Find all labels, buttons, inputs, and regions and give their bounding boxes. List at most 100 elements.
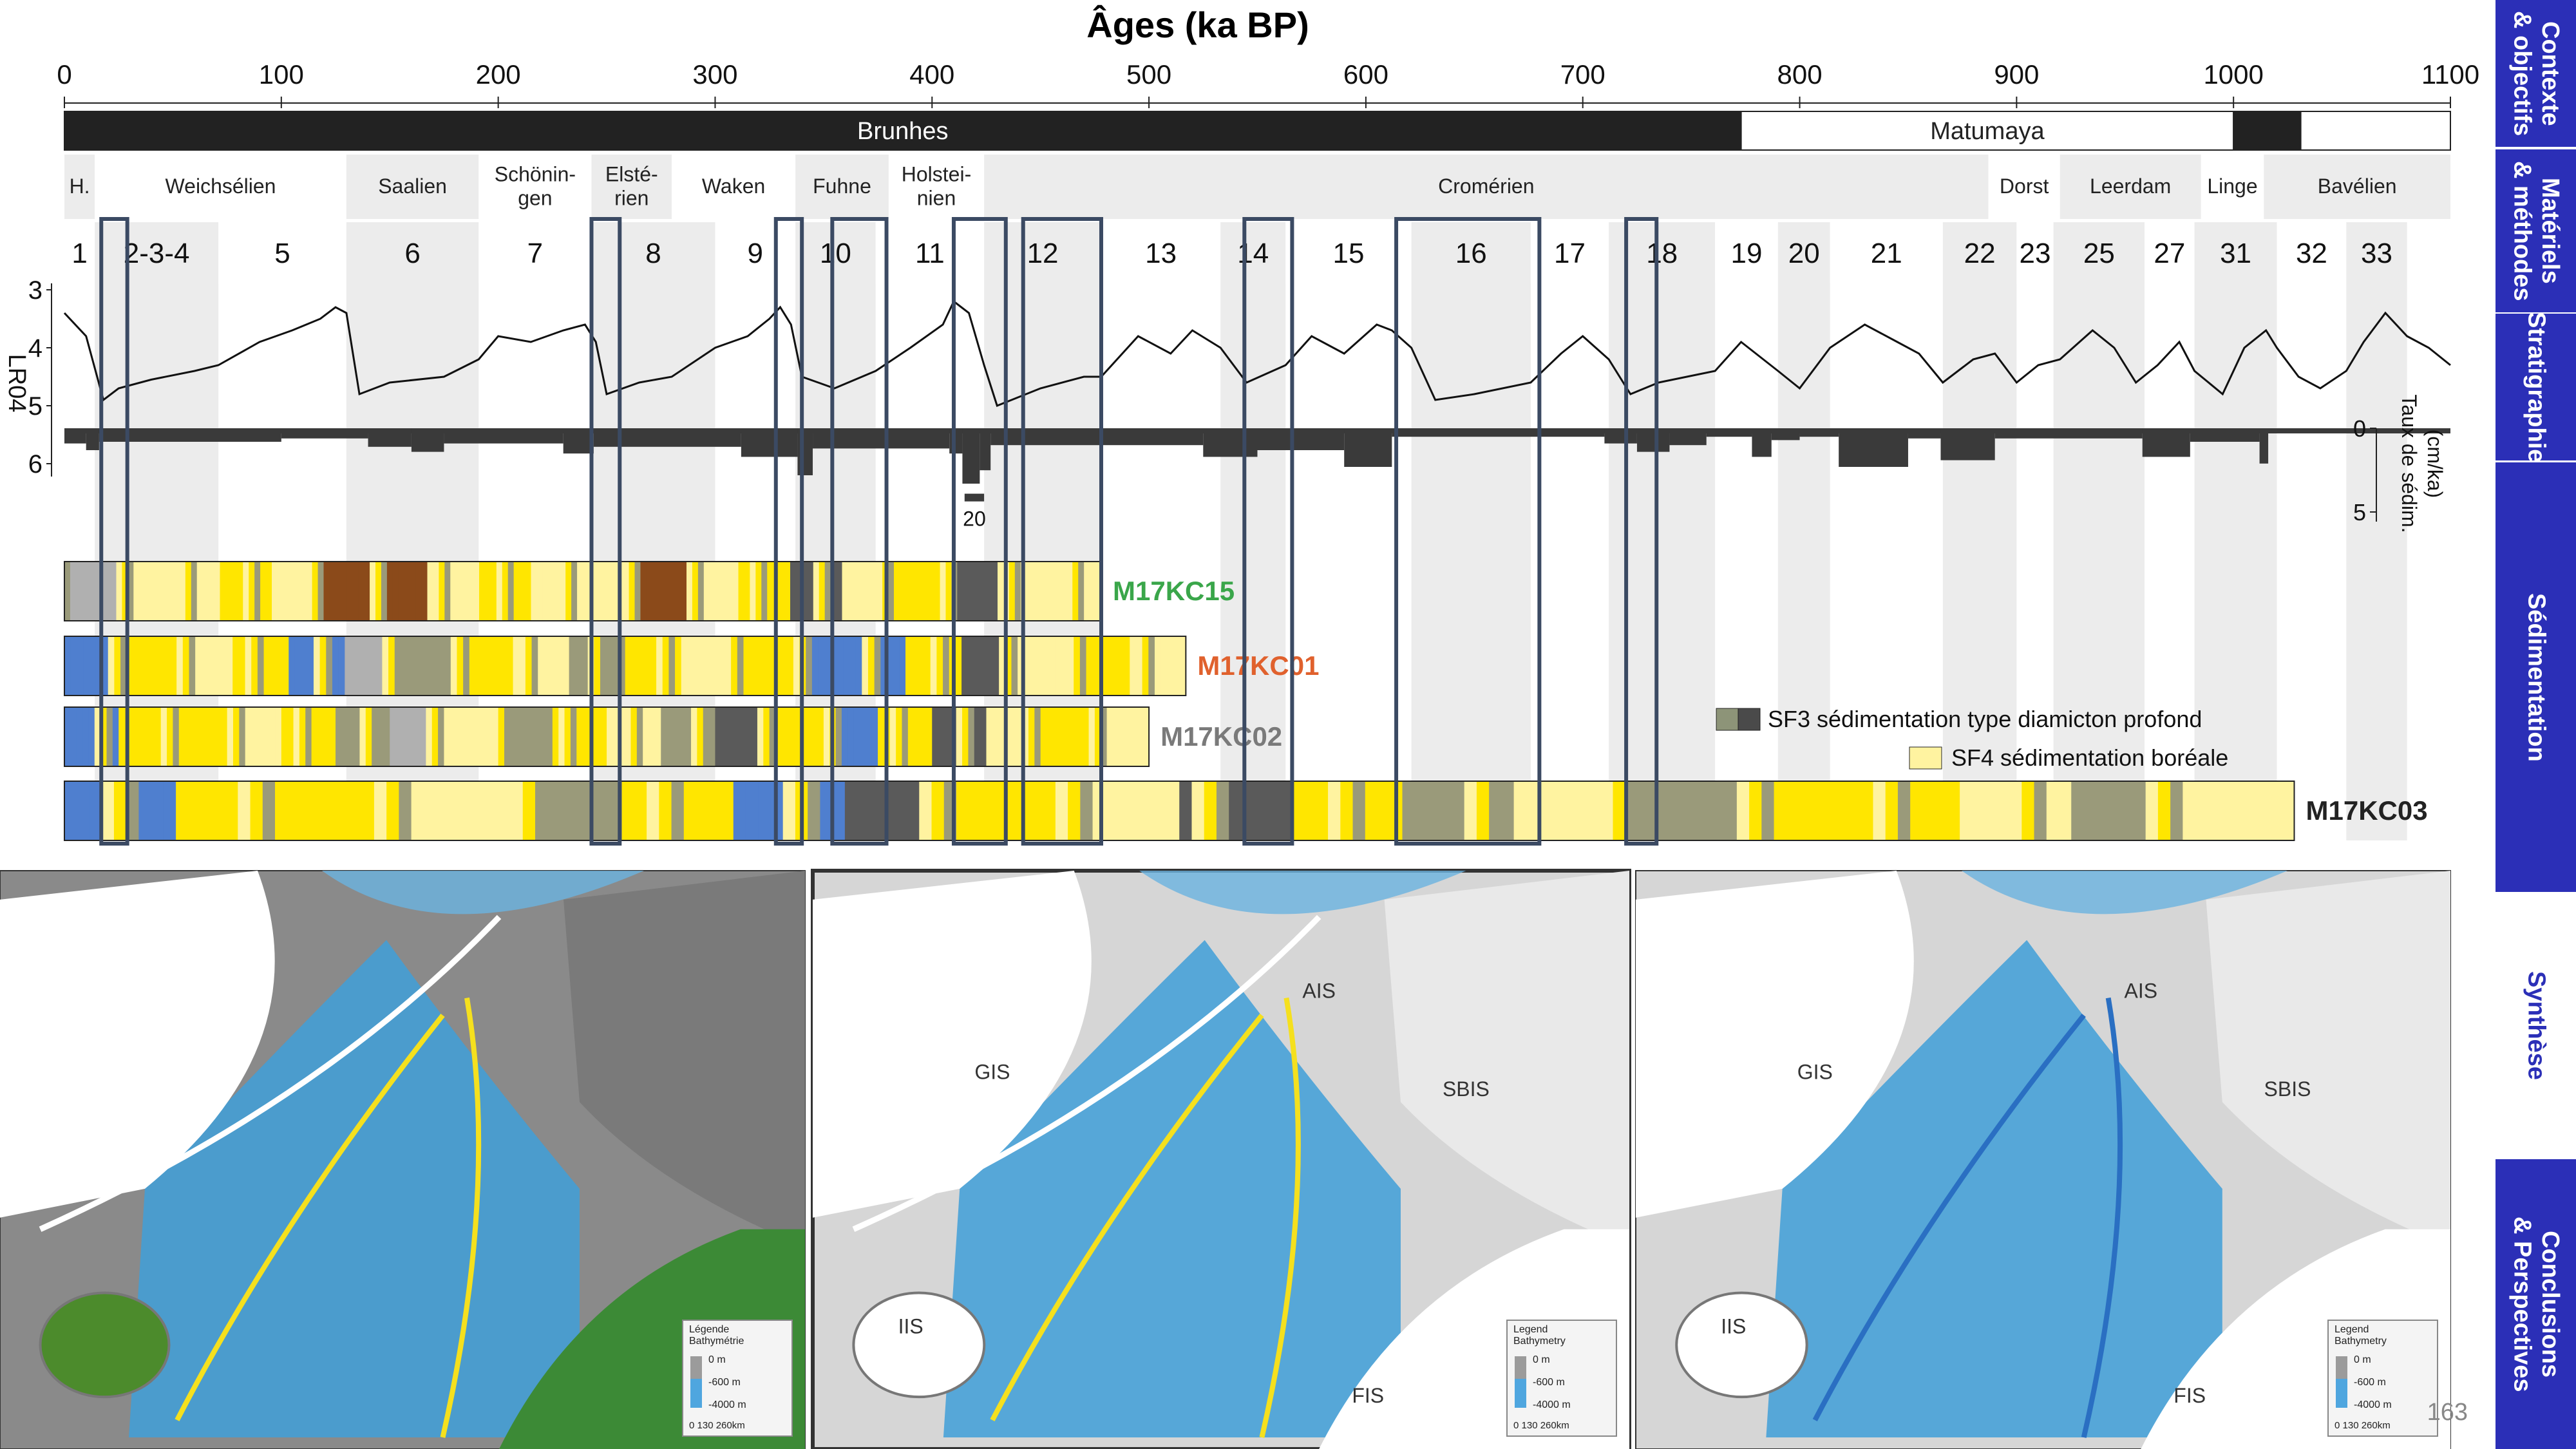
sed-rate-bar	[1771, 428, 1800, 440]
nav-section-4[interactable]: Synthèse	[2496, 892, 2576, 1159]
sed-rate-bar	[813, 428, 950, 449]
core-layer	[266, 562, 272, 621]
core-layer	[618, 707, 625, 766]
core-layer	[126, 636, 134, 696]
chron-band	[64, 111, 1742, 151]
nav-section-0[interactable]: Contexte & objectifs	[2496, 0, 2576, 147]
mis-band	[218, 222, 346, 283]
core-layer	[176, 636, 184, 696]
core-layer	[263, 636, 270, 696]
core-layer	[1439, 781, 1453, 840]
nav-section-5[interactable]: Conclusions & Perspectives	[2496, 1159, 2576, 1449]
core-layer	[1160, 636, 1168, 696]
core-layer	[685, 707, 692, 766]
core-layer	[357, 636, 364, 696]
core-layer	[326, 636, 333, 696]
core-layer	[77, 636, 84, 696]
core-layer	[336, 707, 342, 766]
sed-rate-bar	[444, 428, 564, 444]
core-layer	[1032, 562, 1039, 621]
core-layer	[289, 636, 296, 696]
core-layer	[460, 781, 474, 840]
core-layer	[1028, 707, 1035, 766]
core-layer	[745, 781, 759, 840]
core-layer	[876, 562, 883, 621]
core-layer	[750, 636, 757, 696]
core-layer	[83, 636, 90, 696]
core-layer	[151, 781, 164, 840]
sed-rate-bar	[1604, 428, 1637, 444]
core-layer	[612, 707, 620, 766]
core-layer	[506, 636, 514, 696]
nav-section-1[interactable]: Matériels & méthodes	[2496, 149, 2576, 312]
core-layer	[301, 636, 308, 696]
core-layer	[1070, 707, 1077, 766]
legend-swatch-sf3b	[1738, 708, 1761, 731]
core-layer	[594, 636, 601, 696]
core-layer	[1095, 562, 1102, 621]
core-layer	[299, 781, 313, 840]
mis-shade-band	[2053, 283, 2145, 840]
core-layer	[1724, 781, 1738, 840]
core-layer	[270, 636, 277, 696]
core-layer	[64, 636, 71, 696]
map-arctic-ocean	[1139, 871, 1466, 914]
core-layer	[375, 636, 383, 696]
mis-band	[2053, 222, 2145, 283]
map-legend-title: Legend Bathymetry	[2334, 1324, 2387, 1347]
map-greenland-ice	[813, 871, 1092, 1218]
core-layer	[64, 781, 77, 840]
map-arctic-ocean	[322, 871, 644, 914]
core-layer	[1076, 707, 1083, 766]
core-layer	[370, 562, 376, 621]
core-layer	[699, 636, 707, 696]
nav-section-3[interactable]: Sédimentation	[2496, 462, 2576, 892]
core-layer	[558, 707, 565, 766]
core-layer	[920, 707, 927, 766]
core-layer	[905, 636, 913, 696]
mis-band	[1530, 222, 1609, 283]
core-layer	[200, 781, 214, 840]
core-layer	[118, 707, 126, 766]
core-layer	[426, 636, 433, 696]
core-layer	[525, 562, 532, 621]
core-layer	[1011, 636, 1018, 696]
core-layer	[361, 781, 375, 840]
mis-label: 21	[1871, 238, 1902, 269]
highlight-window	[830, 217, 889, 846]
core-layer	[732, 562, 739, 621]
core-layer	[213, 781, 226, 840]
core-layer	[1749, 781, 1762, 840]
core-layer	[1402, 781, 1416, 840]
core-layer	[1072, 562, 1079, 621]
sed-rate-bar	[1994, 428, 2143, 439]
core-layer	[1123, 636, 1130, 696]
stage-band	[888, 155, 985, 219]
nav-section-2[interactable]: Stratigraphie	[2496, 312, 2576, 462]
core-layer	[1137, 707, 1144, 766]
core-layer	[659, 781, 672, 840]
lr04-axis-label: LR04	[3, 354, 30, 413]
lr04-tick-label: 6	[28, 450, 43, 478]
core-layer	[179, 562, 186, 621]
core-layer	[2096, 781, 2109, 840]
core-layer	[607, 707, 614, 766]
core-layer	[238, 636, 246, 696]
core-layer	[550, 636, 557, 696]
core-layer	[871, 707, 878, 766]
core-layer	[444, 562, 451, 621]
core-layer	[324, 781, 337, 840]
sed-rate-bar	[1940, 428, 1995, 460]
core-layer	[880, 636, 887, 696]
map-legend-item: 0 m	[708, 1354, 726, 1365]
core-layer	[1092, 636, 1099, 696]
stage-band	[2264, 155, 2450, 219]
core-layer	[980, 562, 987, 621]
core-layer	[1315, 781, 1329, 840]
core-layer	[1055, 636, 1062, 696]
core-layer	[733, 781, 746, 840]
core-layer	[769, 707, 776, 766]
core-layer	[940, 562, 947, 621]
core-layer	[755, 562, 762, 621]
